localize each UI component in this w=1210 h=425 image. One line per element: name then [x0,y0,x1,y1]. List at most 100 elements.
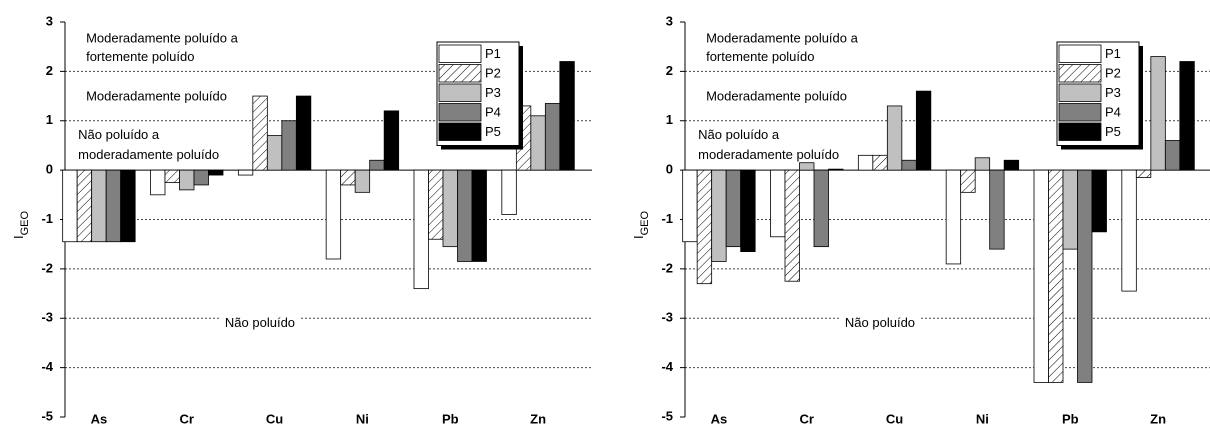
zone-label: moderadamente poluído [78,147,219,162]
zone-label: Não poluído a [698,127,780,142]
x-tick-label: Ni [976,411,989,425]
y-tick-label: 1 [46,112,53,127]
legend-label: P4 [1105,105,1121,120]
bar [711,169,727,262]
bar [901,159,917,171]
bar [325,169,342,260]
legend-label: P3 [1105,85,1121,100]
bar [544,103,561,171]
bar [886,105,903,171]
bar [457,169,473,262]
legend-swatch [1058,44,1102,63]
legend-swatch [1058,64,1102,83]
x-tick-label: Ni [356,411,369,425]
bar [295,95,312,171]
y-axis-label-sub: GEO [19,211,31,236]
bar [828,168,844,171]
y-tick-label: -4 [41,359,53,374]
zone-label: fortemente poluído [706,49,814,64]
x-tick-label: Zn [1150,411,1166,425]
y-tick-label: 2 [666,63,673,78]
bar [208,169,224,176]
y-tick-label: -1 [41,211,53,226]
bar [193,169,209,186]
zone-label-bg [838,315,922,331]
y-tick-label: 1 [666,112,673,127]
bar [989,169,1005,250]
bar [1164,140,1181,171]
bar [281,120,297,171]
zone-label: Não poluído [845,315,915,330]
zone-label: Moderadamente poluído a [86,31,239,46]
bar [696,169,713,285]
bar [682,169,698,243]
legend-swatch [438,64,482,83]
y-tick-label: -5 [41,408,53,423]
bar [1121,169,1137,292]
y-axis-label-main: I [11,235,26,239]
bar [872,154,888,171]
bar [428,169,444,240]
bar [1003,159,1020,171]
legend-label: P2 [485,66,501,81]
bar [1033,169,1049,383]
bar [442,169,458,248]
y-tick-label: -2 [41,260,53,275]
bar [252,95,268,171]
y-tick-label: 3 [666,13,673,28]
legend-label: P2 [1105,66,1121,81]
bar [960,169,976,193]
bar [354,169,371,193]
y-tick-label: 2 [46,63,53,78]
bar [530,115,546,171]
x-tick-label: Cr [800,411,814,425]
x-tick-label: As [711,411,728,425]
bar [1135,169,1152,178]
y-axis-label-sub: GEO [639,211,651,236]
bar [813,169,829,248]
legend-label: P1 [1105,46,1121,61]
zone-label: Moderadamente poluído [86,88,227,103]
bar [413,169,429,290]
x-tick-label: Zn [530,411,546,425]
bar [799,162,815,171]
zone-label: moderadamente poluído [698,147,839,162]
legend-label: P4 [485,105,501,120]
bar [770,169,786,238]
bar [974,157,991,171]
bar [150,169,166,196]
bar [740,169,756,252]
x-tick-label: Pb [1062,411,1079,425]
y-axis-label: IGEO [11,211,30,240]
y-tick-label: 3 [46,13,53,28]
bar [725,169,742,248]
zone-label-bg [218,315,302,331]
bar [784,169,800,282]
bar [237,169,254,176]
y-tick-label: -5 [661,408,673,423]
bar [369,159,385,171]
x-tick-label: Cu [886,411,903,425]
bar [501,169,517,215]
bar [62,169,78,243]
legend-label: P5 [1105,124,1121,139]
y-axis-label: IGEO [631,211,650,240]
y-tick-label: -3 [661,310,673,325]
bar [1179,61,1195,171]
bar [76,169,93,243]
zone-label: Moderadamente poluído [706,88,847,103]
legend-swatch [1058,103,1102,122]
bar [120,169,136,243]
bar [857,154,874,171]
y-tick-label: -1 [661,211,673,226]
zone-label: fortemente poluído [86,49,194,64]
legend-label: P1 [485,46,501,61]
bar [340,169,356,186]
bar [915,90,932,171]
bar [1048,169,1064,383]
legend-swatch [1058,83,1102,102]
y-tick-label: -3 [41,310,53,325]
bar [91,169,107,243]
y-axis-label-main: I [631,235,646,239]
